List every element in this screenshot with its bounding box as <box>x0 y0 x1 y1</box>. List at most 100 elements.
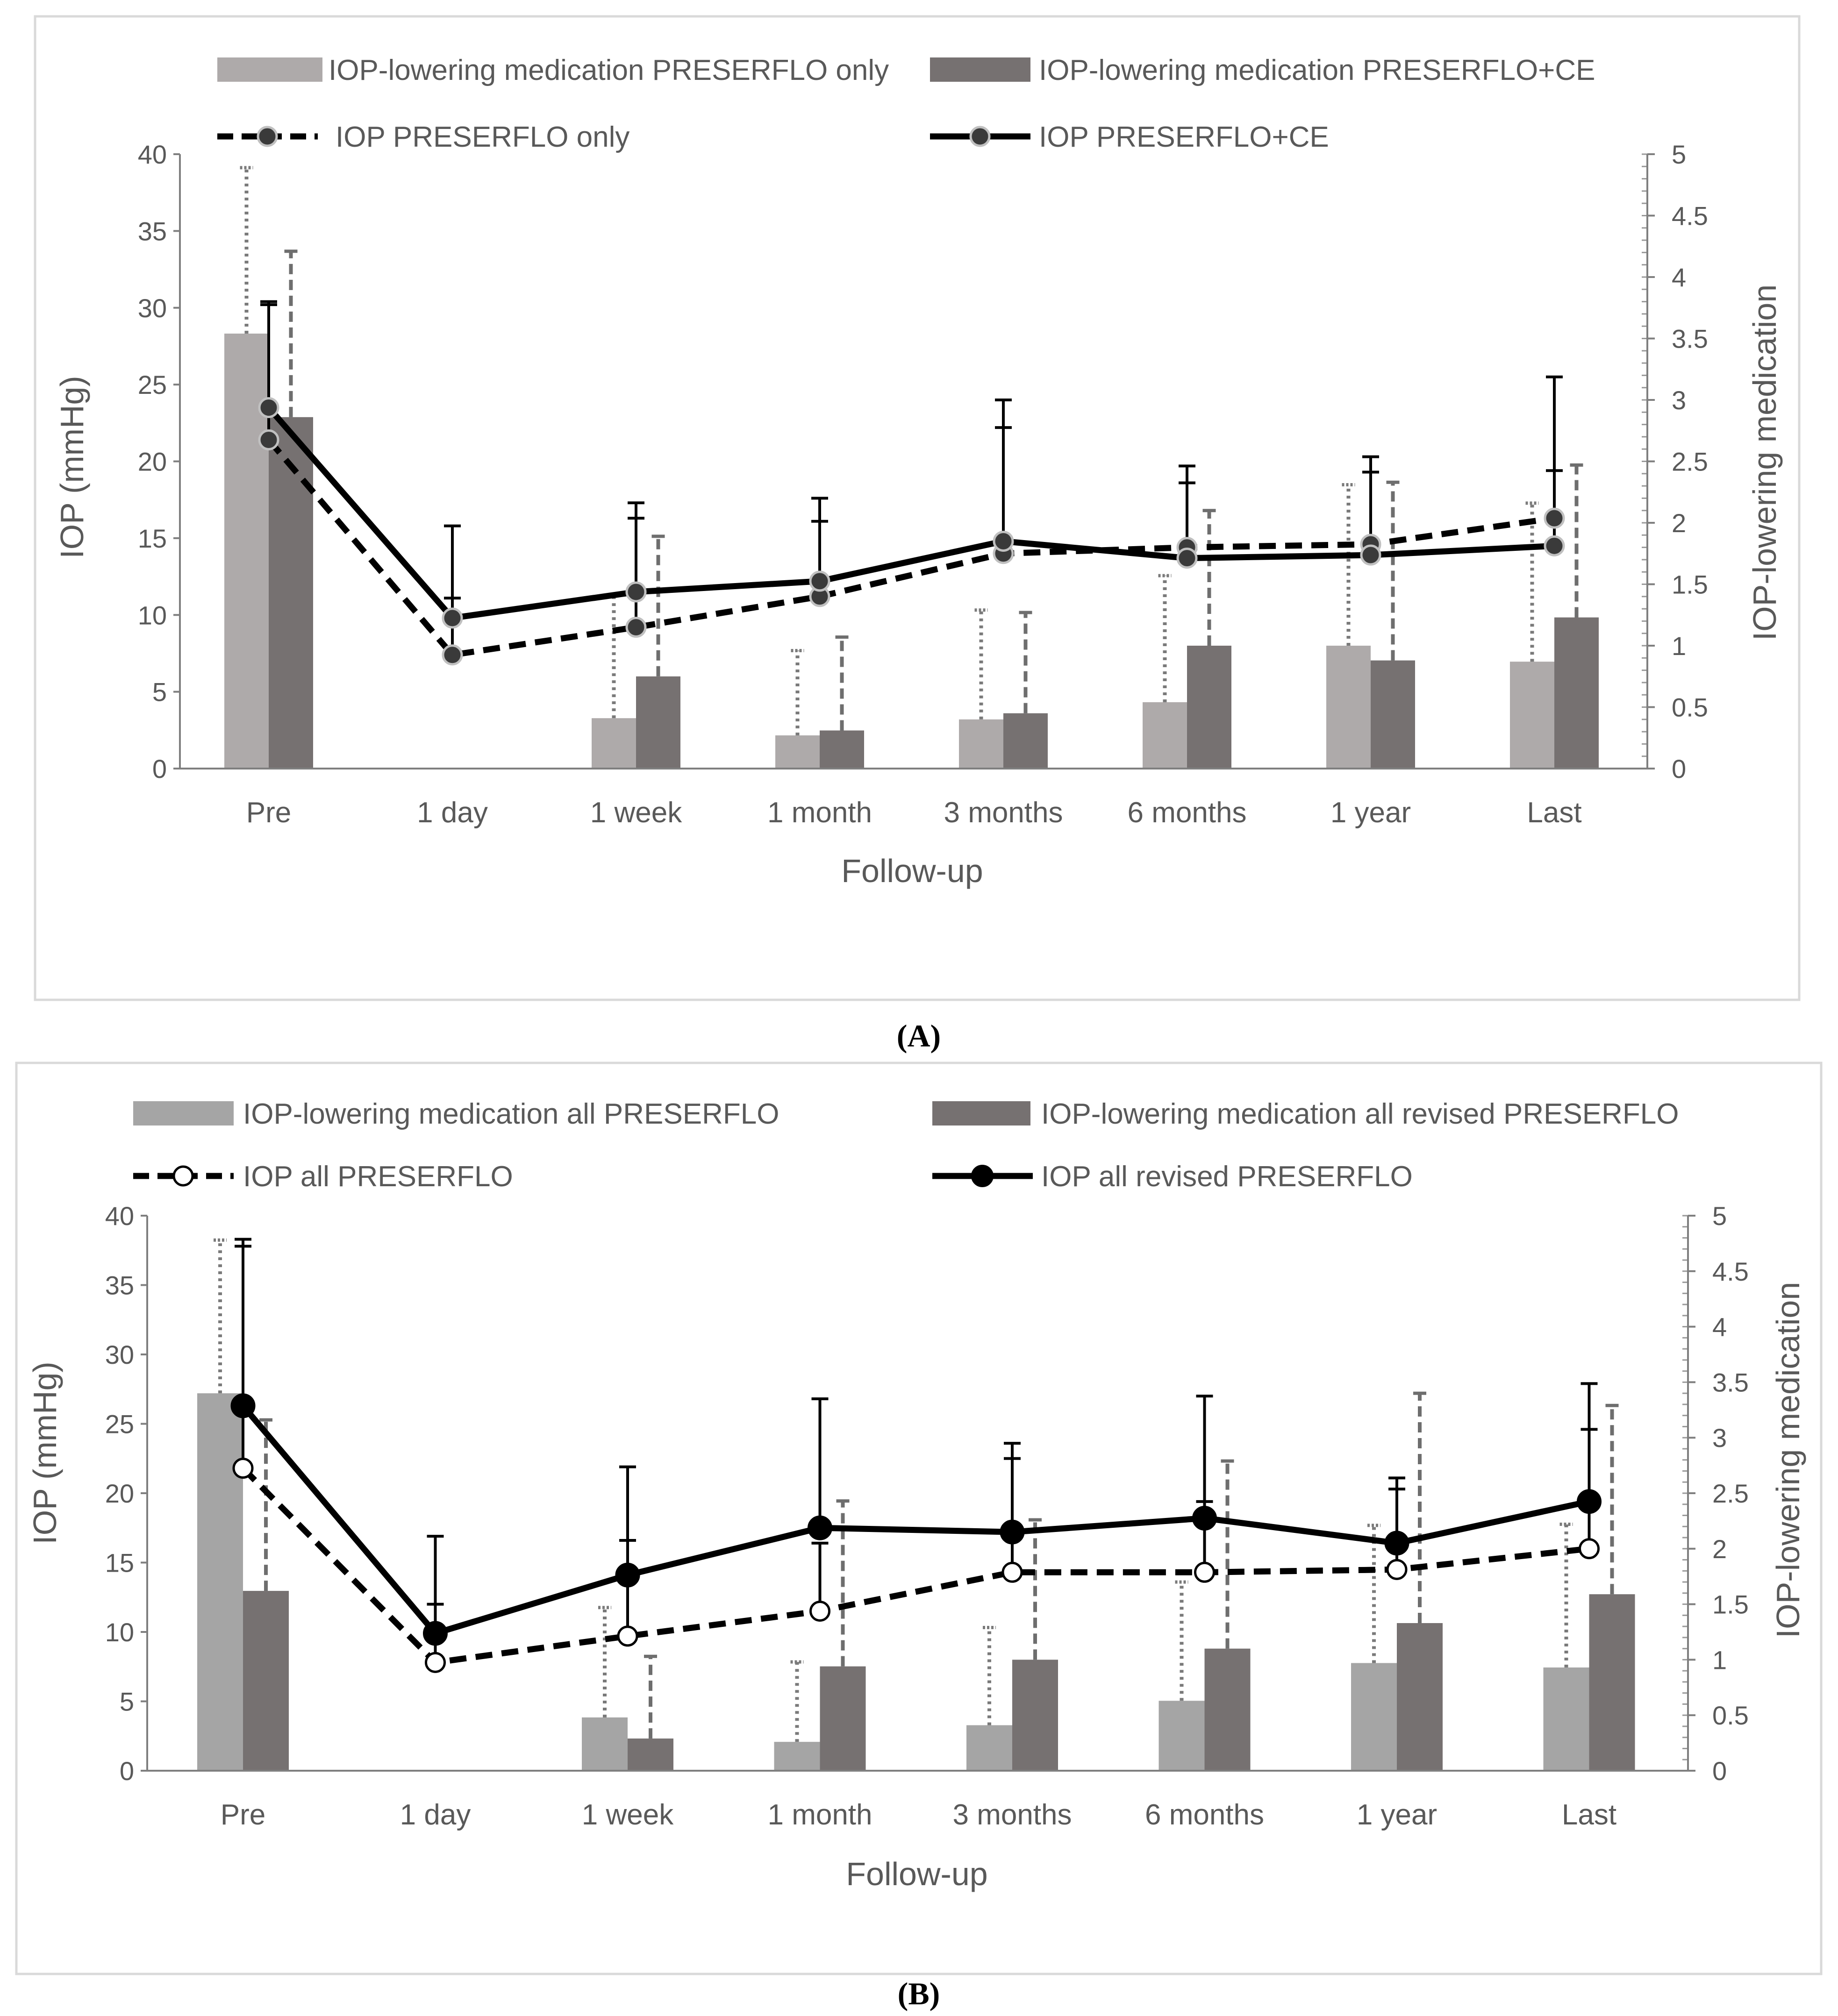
legend-label-bar-1: IOP-lowering medication all PRESERFLO <box>243 1098 779 1130</box>
bar-2 <box>636 676 680 769</box>
y-tick-label: 0 <box>152 754 167 784</box>
bar-1 <box>1510 662 1554 769</box>
x-category-label: 3 months <box>952 1799 1072 1831</box>
series-marker-2 <box>1577 1489 1602 1514</box>
x-category-label: 6 months <box>1127 797 1246 829</box>
bar-2 <box>1187 646 1231 769</box>
legend-label-bar-2: IOP-lowering medication PRESERFLO+CE <box>1039 54 1595 86</box>
y2-tick-label: 2 <box>1712 1534 1727 1564</box>
series-marker-1 <box>232 1458 254 1479</box>
legend-label-line-1: IOP PRESERFLO only <box>336 121 629 153</box>
y2-tick-label: 3 <box>1672 385 1686 415</box>
y-tick-label: 10 <box>138 600 167 630</box>
y2-tick-label: 0 <box>1672 754 1686 784</box>
category-labels-a: Pre 1 day 1 week 1 month 3 months 6 months 1 y… <box>246 797 1582 829</box>
bar-2 <box>1371 660 1415 769</box>
series-marker-2 <box>1360 544 1381 566</box>
y2-tick-label: 4 <box>1712 1312 1727 1342</box>
y2-tick-label: 0.5 <box>1672 693 1708 722</box>
y2-tick-label: 2.5 <box>1712 1479 1749 1508</box>
series-line-1 <box>241 1466 1590 1666</box>
y-tick-label: 10 <box>105 1617 134 1647</box>
y-tick-label: 25 <box>138 370 167 399</box>
bar-2 <box>269 417 313 769</box>
y-tick-label: 20 <box>105 1479 134 1508</box>
y2-tick-label: 4.5 <box>1712 1257 1749 1286</box>
x-category-label: 1 day <box>400 1799 471 1831</box>
series-marker-2 <box>809 570 830 592</box>
y-tick-label: 35 <box>138 216 167 246</box>
x-category-label: 1 week <box>590 797 682 829</box>
panel-label-b: (B) <box>898 1976 940 2011</box>
series-line-1 <box>266 438 1555 658</box>
series-marker-2 <box>1192 1505 1217 1531</box>
series-line-2 <box>266 406 1555 621</box>
series-marker-2 <box>625 581 647 603</box>
y-axis-ticks-b: 0 5 10 15 20 25 30 35 40 <box>105 1201 147 1786</box>
x-category-label: 1 year <box>1330 797 1411 829</box>
bar-1 <box>966 1725 1012 1771</box>
bar-2 <box>1554 617 1599 769</box>
bar-1 <box>582 1717 628 1771</box>
legend-marker-1 <box>257 126 278 147</box>
y2-tick-label: 0.5 <box>1712 1701 1749 1730</box>
bar-error-bars-b <box>214 1238 1619 1742</box>
axes-b <box>146 1216 1689 1772</box>
y2-axis-title-b: IOP-lowering medication <box>1770 1282 1806 1638</box>
legend-label-bar-2: IOP-lowering medication all revised PRES… <box>1041 1098 1679 1130</box>
panel-label-a: (A) <box>897 1018 941 1054</box>
x-category-label: 1 month <box>767 1799 872 1831</box>
bar-error-bars-a <box>240 166 1583 735</box>
bar-2 <box>1397 1623 1443 1771</box>
series-line-2 <box>241 1403 1590 1637</box>
y2-axis-title-a: IOP-lowering medication <box>1746 285 1783 641</box>
legend-a: IOP-lowering medication PRESERFLO only I… <box>217 54 1595 153</box>
series-marker-2 <box>1176 548 1198 569</box>
x-category-label: 3 months <box>944 797 1063 829</box>
legend-marker-1 <box>172 1165 194 1187</box>
bar-2 <box>1012 1660 1058 1771</box>
axes-a <box>179 154 1648 769</box>
series-marker-1 <box>1544 507 1565 529</box>
series-marker-1 <box>1579 1538 1600 1560</box>
y2-tick-label: 5 <box>1672 140 1686 169</box>
markers-b <box>230 1393 1602 1673</box>
y2-tick-label: 1.5 <box>1712 1590 1749 1619</box>
series-marker-2 <box>808 1515 832 1540</box>
y2-tick-label: 1 <box>1672 631 1686 661</box>
legend-label-line-2: IOP PRESERFLO+CE <box>1039 121 1329 153</box>
series-marker-2 <box>442 607 463 629</box>
y2-tick-label: 0 <box>1712 1756 1727 1786</box>
y2-tick-label: 3 <box>1712 1423 1727 1453</box>
series-marker-1 <box>809 1600 830 1622</box>
series-marker-1 <box>625 617 647 638</box>
y2-tick-label: 5 <box>1712 1201 1727 1231</box>
x-category-label: 1 week <box>582 1799 674 1831</box>
bar-1 <box>1351 1663 1397 1771</box>
series-marker-2 <box>993 530 1014 552</box>
chart-panel-b: IOP-lowering medication all PRESERFLO IO… <box>15 1061 1823 1975</box>
y2-tick-label: 2.5 <box>1672 447 1708 477</box>
legend-label-line-2: IOP all revised PRESERFLO <box>1041 1161 1413 1193</box>
bar-1 <box>774 1742 820 1771</box>
y-axis-title-a: IOP (mmHg) <box>54 376 90 559</box>
x-category-label: Last <box>1562 1799 1616 1831</box>
bar-1 <box>775 735 820 769</box>
y-tick-label: 0 <box>120 1756 134 1786</box>
chart-panel-a: IOP-lowering medication PRESERFLO only I… <box>34 15 1801 1001</box>
legend-marker-2 <box>971 1165 994 1187</box>
x-category-label: Pre <box>246 797 291 829</box>
legend-marker-2 <box>969 126 991 147</box>
legend-label-line-1: IOP all PRESERFLO <box>243 1161 513 1193</box>
x-category-label: 1 day <box>417 797 488 829</box>
y2-tick-label: 1 <box>1712 1645 1727 1674</box>
y-tick-label: 40 <box>105 1201 134 1231</box>
markers-a <box>258 397 1565 666</box>
x-axis-title-b: Follow-up <box>846 1856 987 1892</box>
bar-1 <box>1159 1701 1205 1771</box>
bar-1 <box>959 719 1003 769</box>
legend-swatch-bar-2 <box>930 57 1030 82</box>
legend-swatch-bar-1 <box>217 57 322 82</box>
y-tick-label: 5 <box>152 677 167 707</box>
bar-1 <box>592 718 636 769</box>
